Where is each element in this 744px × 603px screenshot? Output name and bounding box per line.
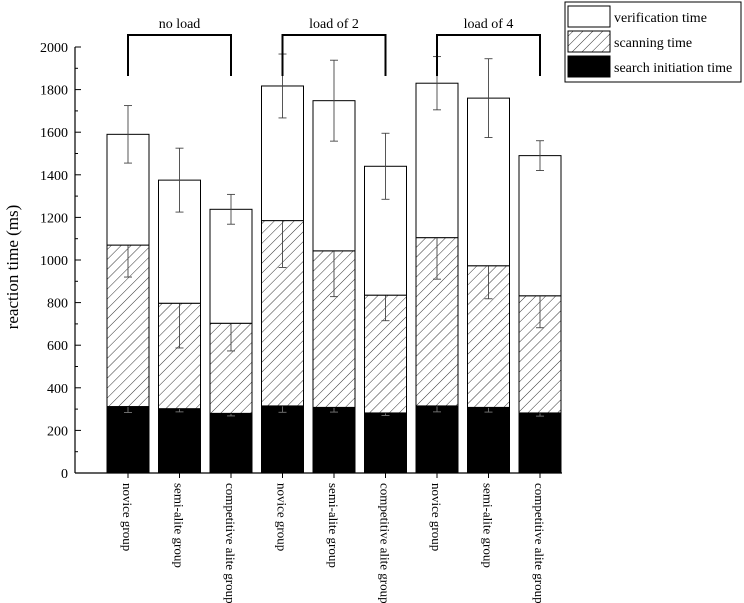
y-tick-label: 1200 (40, 211, 68, 226)
y-tick-label: 1000 (40, 254, 68, 269)
x-tick-label: novice group (275, 483, 290, 551)
bars-layer (106, 53, 562, 474)
axes-layer: 0 200 400 600 800 1000 1200 1400 1600 1800 2000 nov… (40, 41, 562, 603)
bar-segment (518, 155, 562, 297)
x-tick-label: semi-alite group (326, 483, 341, 568)
legend-swatch (567, 55, 611, 78)
x-tick-label: competitive alite group (532, 483, 547, 603)
y-tick-label: 600 (47, 339, 68, 354)
bar-segment (209, 412, 253, 474)
bar-segment (209, 208, 253, 324)
x-tick-label: semi-alite group (172, 483, 187, 568)
x-tick-label: novice group (429, 483, 444, 551)
group-label: load of 2 (309, 17, 359, 32)
y-tick-label: 1800 (40, 84, 68, 99)
bar-segment (261, 405, 304, 474)
bar-segment (106, 406, 150, 474)
y-tick-label: 0 (61, 467, 68, 482)
bar-segment (312, 250, 356, 408)
legend-label: verification time (614, 11, 707, 26)
bar-segment (415, 405, 459, 474)
bar-segment (312, 406, 356, 474)
legend: verification time scanning time search ini… (564, 1, 742, 83)
y-tick-label: 200 (47, 424, 68, 439)
legend-swatch (567, 30, 611, 53)
bar-segment (518, 412, 562, 474)
y-axis-label: reaction time (ms) (3, 205, 22, 330)
group-label: no load (159, 17, 201, 32)
group-bracket (127, 34, 232, 76)
y-tick-label: 800 (47, 297, 68, 312)
x-tick-label: novice group (120, 483, 135, 551)
y-tick-label: 1400 (40, 169, 68, 184)
legend-label: scanning time (614, 36, 692, 51)
y-tick-label: 2000 (40, 41, 68, 56)
y-tick-label: 1600 (40, 126, 68, 141)
bar-segment (364, 412, 407, 474)
bar-segment (158, 408, 201, 474)
group-bracket (281, 34, 387, 76)
group-label: load of 4 (464, 17, 514, 32)
x-tick-label: semi-alite group (481, 483, 496, 568)
bar-segment (467, 406, 510, 474)
y-tick-label: 400 (47, 382, 68, 397)
group-bracket (436, 34, 541, 76)
x-tick-label: competitive alite group (378, 483, 393, 603)
legend-label: search initiation time (614, 61, 732, 76)
legend-swatch (567, 5, 611, 28)
x-tick-label: competitive alite group (223, 483, 238, 603)
group-brackets-layer: no load load of 2 load of 4 (127, 17, 541, 76)
